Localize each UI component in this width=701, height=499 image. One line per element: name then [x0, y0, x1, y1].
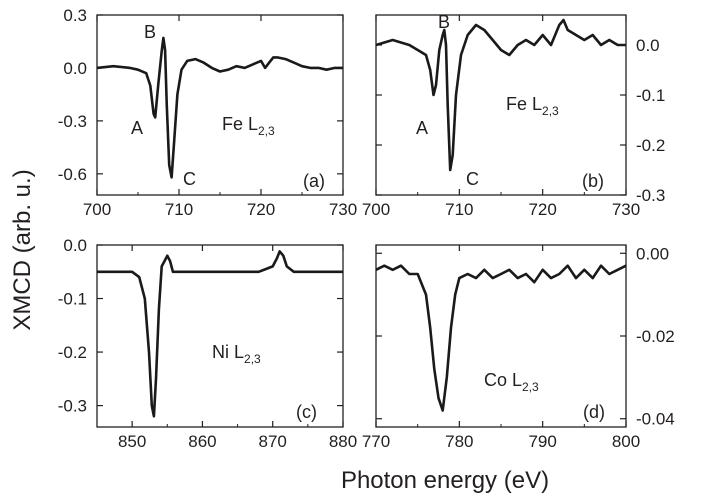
peak-label-a: A — [416, 118, 428, 138]
plot-frame — [96, 244, 344, 428]
y-tick-label: 0.0 — [63, 236, 87, 255]
x-tick-label: 770 — [362, 432, 390, 451]
x-tick-label: 700 — [83, 200, 111, 219]
xmcd-spectrum-line — [375, 18, 626, 172]
x-tick-label: 860 — [188, 432, 216, 451]
x-tick-label: 730 — [612, 200, 640, 219]
peak-label-b: B — [144, 22, 156, 42]
plot-frame — [375, 14, 627, 196]
panel-b: 700 710 720 730 0.0 -0.1 -0.2 -0.3 Fe L2,3 (b) A B C — [362, 12, 665, 219]
x-tick-label: 880 — [329, 432, 357, 451]
peak-label-c: C — [183, 169, 196, 189]
y-tick-label: -0.04 — [636, 410, 675, 429]
x-tick-label: 780 — [445, 432, 473, 451]
panel-tag: (d) — [583, 402, 605, 422]
panel-c: 850 860 870 880 0.0 -0.1 -0.2 -0.3 Ni L2,3 (c) — [58, 236, 357, 451]
y-tick-label: -0.1 — [58, 290, 87, 309]
peak-label-b: B — [438, 12, 450, 32]
x-tick-label: 790 — [528, 432, 556, 451]
element-label: Ni L2,3 — [212, 342, 261, 366]
y-tick-label: -0.3 — [58, 397, 87, 416]
element-label: Fe L2,3 — [222, 114, 275, 138]
panel-tag: (a) — [303, 171, 325, 191]
panel-tag: (c) — [296, 402, 317, 422]
x-tick-label: 720 — [247, 200, 275, 219]
y-tick-label: -0.2 — [58, 343, 87, 362]
y-tick-label: -0.1 — [636, 86, 665, 105]
xmcd-spectrum-line — [97, 250, 343, 418]
x-tick-label: 700 — [362, 200, 390, 219]
panel-tag: (b) — [582, 171, 604, 191]
x-tick-label: 720 — [528, 200, 556, 219]
panel-d: 770 780 790 800 0.00 -0.02 -0.04 Co L2,3 (d) — [362, 244, 675, 451]
xmcd-spectrum-line — [96, 36, 343, 179]
x-tick-label: 870 — [259, 432, 287, 451]
y-tick-label: -0.3 — [636, 186, 665, 205]
x-tick-label: 710 — [445, 200, 473, 219]
xmcd-spectrum-line — [375, 264, 627, 412]
y-tick-label: 0.0 — [636, 36, 660, 55]
y-tick-label: 0.3 — [63, 6, 87, 25]
x-tick-label: 850 — [118, 432, 146, 451]
y-axis-title: XMCD (arb. u.) — [9, 169, 36, 330]
x-tick-label: 800 — [612, 432, 640, 451]
element-label: Co L2,3 — [484, 370, 539, 394]
y-tick-label: -0.6 — [58, 165, 87, 184]
x-axis-title: Photon energy (eV) — [341, 467, 549, 494]
x-tick-label: 710 — [165, 200, 193, 219]
plot-frame — [96, 14, 344, 196]
peak-label-c: C — [466, 169, 479, 189]
y-tick-label: -0.3 — [58, 112, 87, 131]
y-tick-label: 0.0 — [63, 59, 87, 78]
y-tick-label: -0.2 — [636, 136, 665, 155]
panel-a: 700 710 720 730 0.3 0.0 -0.3 -0.6 Fe L2,3 (a) A B C — [58, 6, 357, 219]
element-label: Fe L2,3 — [506, 94, 559, 118]
peak-label-a: A — [131, 118, 143, 138]
y-tick-label: 0.00 — [636, 244, 669, 263]
x-tick-label: 730 — [329, 200, 357, 219]
y-tick-label: -0.02 — [636, 327, 675, 346]
